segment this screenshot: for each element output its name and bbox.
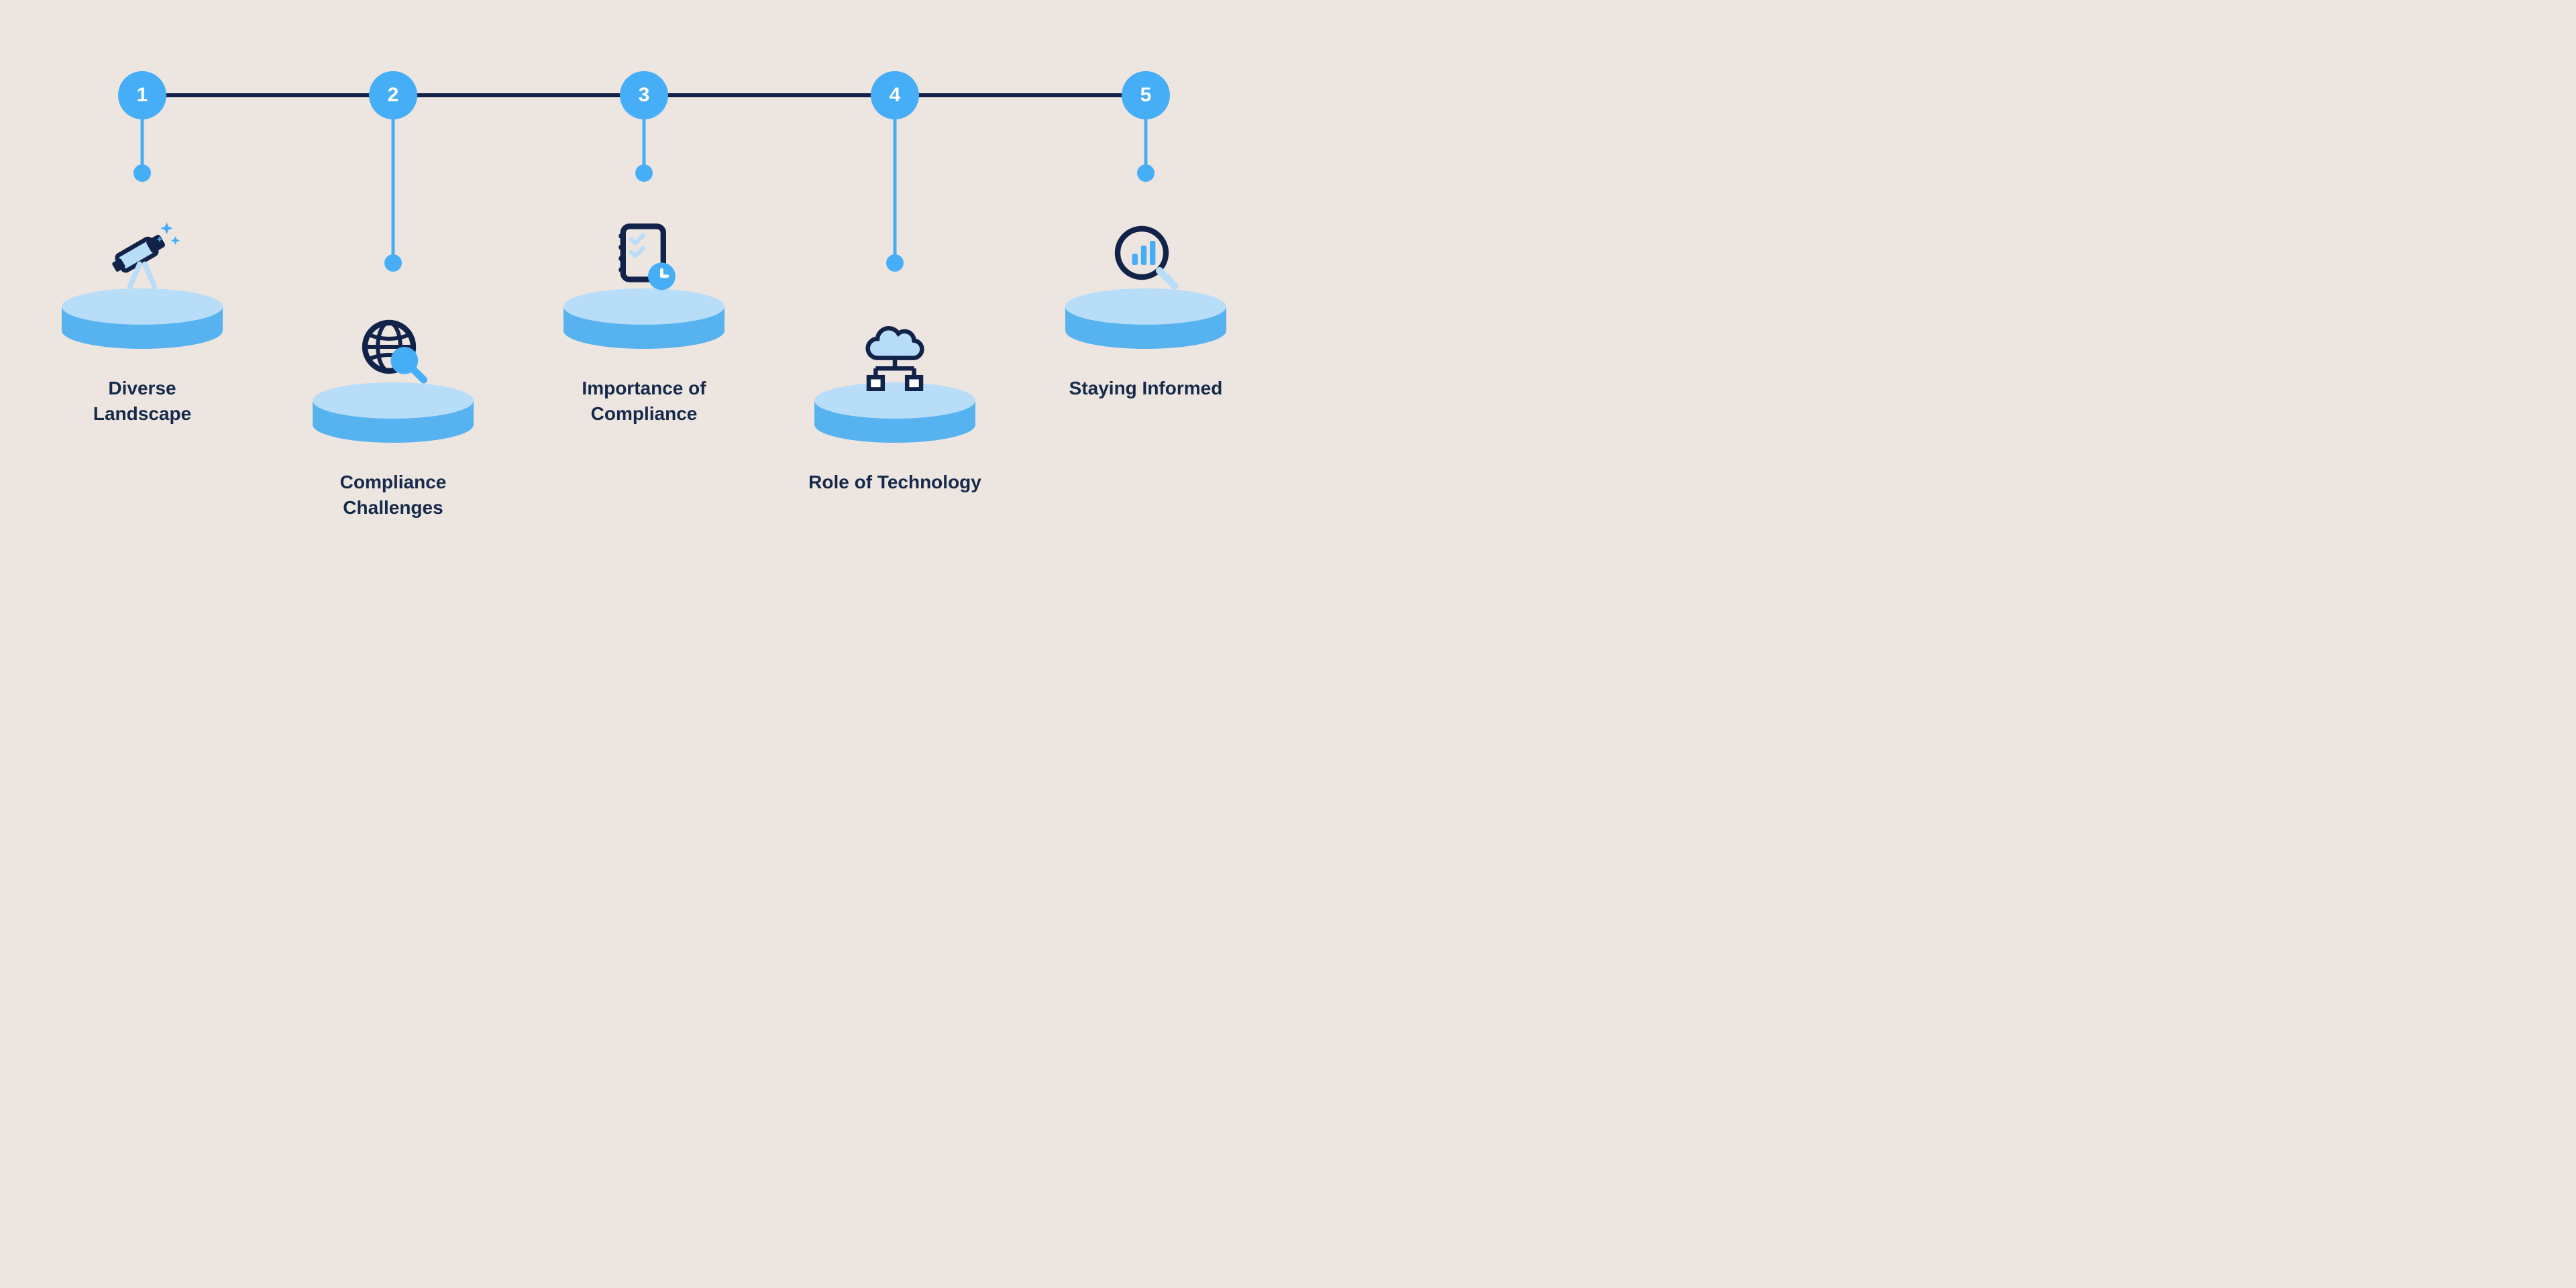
cloud-network-icon (851, 304, 938, 391)
connector-dot (1137, 164, 1155, 182)
step-label: Staying Informed (1038, 376, 1253, 401)
globe-search-icon (353, 311, 433, 391)
step-label: DiverseLandscape (35, 376, 250, 427)
checklist-clock-icon (604, 217, 684, 297)
connector-dot (133, 164, 151, 182)
step-label: Role of Technology (788, 470, 1002, 495)
step-node: 1 (118, 71, 166, 119)
connector-dot (384, 254, 402, 272)
connector-dot (635, 164, 653, 182)
telescope-icon (99, 210, 186, 297)
step-label: ComplianceChallenges (286, 470, 500, 521)
connector-dot (886, 254, 904, 272)
connector-line (894, 117, 897, 263)
step-node: 3 (620, 71, 668, 119)
step-node: 4 (871, 71, 919, 119)
step-icon (353, 311, 433, 394)
step-label: Importance ofCompliance (537, 376, 751, 427)
connector-line (392, 117, 395, 263)
step-node: 2 (369, 71, 417, 119)
step-icon (99, 210, 186, 301)
step-icon (1106, 217, 1186, 301)
step-icon (604, 217, 684, 301)
step-icon (851, 304, 938, 394)
chart-magnify-icon (1106, 217, 1186, 297)
step-node: 5 (1122, 71, 1170, 119)
